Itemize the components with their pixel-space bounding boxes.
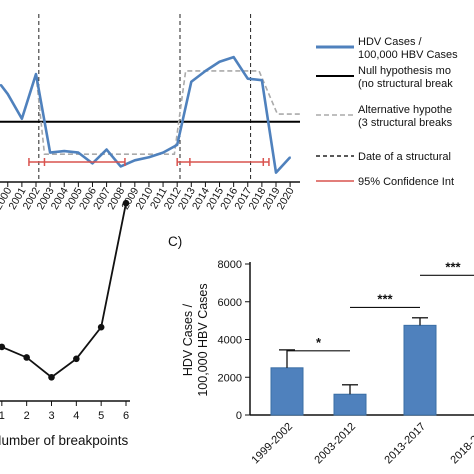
- panel-a-legend: HDV Cases /100,000 HBV Cases Null hypothe…: [316, 36, 458, 188]
- hdv-series-line: [0, 55, 292, 174]
- hdv-point-16: [218, 60, 221, 63]
- c-sig-label-0: *: [316, 335, 322, 350]
- b-x-tick-label-6: 6: [123, 410, 129, 422]
- c-bar-1: [333, 393, 367, 416]
- hdv-point-2: [21, 117, 23, 120]
- c-bar-2: [403, 324, 437, 416]
- hdv-point-13: [176, 144, 178, 146]
- legend-breakpoint-label-0: Date of a structural: [358, 151, 451, 163]
- hdv-point-14: [190, 80, 193, 83]
- c-y-tick-label-4000: 4000: [218, 335, 242, 347]
- hdv-point-8: [105, 148, 108, 151]
- c-y-tick-label-0: 0: [236, 410, 242, 422]
- c-category-label-2: 2013-2017: [382, 421, 428, 467]
- panel-b-breakpoints-plot: 1 2 3 4 5 6 Number of breakpoints: [0, 199, 130, 448]
- alternative-hypothesis-line: [35, 70, 300, 155]
- legend-alternative-label-1: (3 structural breaks: [358, 117, 453, 129]
- c-panel-label: C): [168, 234, 182, 249]
- legend-null-label-1: (no structural break: [358, 78, 453, 90]
- breakpoints-line: [1, 203, 127, 379]
- hdv-point-9: [119, 165, 122, 168]
- hdv-point-10: [134, 159, 136, 162]
- c-bar-0: [270, 367, 304, 416]
- b-x-tick-label-1: 1: [0, 410, 5, 422]
- hdv-point-20: [275, 171, 277, 174]
- hdv-point-15: [204, 70, 207, 72]
- c-category-label-0: 1999-2002: [249, 421, 295, 467]
- b-x-axis-label: Number of breakpoints: [0, 433, 129, 448]
- c-sig-label-2: ***: [445, 259, 461, 274]
- c-y-tick-label-8000: 8000: [218, 259, 242, 271]
- b-x-tick-label-5: 5: [98, 410, 104, 422]
- hdv-point-7: [91, 162, 94, 165]
- hdv-point-21: [289, 156, 291, 159]
- c-sig-label-1: ***: [377, 291, 393, 306]
- hdv-point-3: [35, 73, 37, 75]
- hdv-point-6: [77, 151, 80, 154]
- hdv-point-1: [6, 93, 9, 95]
- b-x-tick-label-3: 3: [48, 410, 54, 422]
- panel-c-bar-chart: C) 0 2000 4000 6000 8000 HDV Cases /100,000 HB…: [168, 234, 474, 466]
- legend-ci-label-0: 95% Confidence Int: [358, 176, 454, 188]
- breakpoints-point-1: [23, 354, 30, 361]
- b-x-tick-label-2: 2: [24, 410, 30, 422]
- breakpoints-point-0: [0, 343, 6, 351]
- breakpoints-point-2: [48, 373, 55, 381]
- hdv-point-0: [0, 84, 2, 86]
- c-y-axis-label-0: HDV Cases /: [181, 303, 195, 376]
- c-y-tick-label-6000: 6000: [218, 297, 242, 309]
- legend-hdv-label-0: HDV Cases /: [358, 36, 423, 48]
- breakpoints-point-3: [73, 355, 80, 363]
- hdv-point-11: [148, 156, 150, 159]
- legend-null-label-0: Null hypothesis mo: [358, 65, 451, 77]
- panel-a-time-series: 2000200120022003200420052006200720082009…: [0, 14, 300, 212]
- legend-alternative-label-0: Alternative hypothe: [358, 104, 452, 116]
- legend-hdv-label-1: 100,000 HBV Cases: [358, 49, 458, 61]
- hdv-point-17: [232, 56, 235, 58]
- breakpoints-point-5: [122, 199, 130, 207]
- c-category-label-1: 2003-2012: [312, 421, 358, 467]
- b-x-tick-label-4: 4: [73, 410, 79, 422]
- breakpoints-point-4: [97, 323, 105, 331]
- hdv-point-4: [49, 151, 51, 154]
- c-y-axis-label-1: 100,000 HBV Cases: [196, 283, 210, 396]
- hdv-point-18: [246, 77, 249, 80]
- hdv-point-5: [63, 150, 66, 152]
- c-y-tick-label-2000: 2000: [218, 372, 242, 384]
- hdv-point-19: [261, 79, 263, 82]
- c-category-label-3: 2018-2020: [448, 421, 474, 467]
- hdv-point-12: [162, 151, 164, 154]
